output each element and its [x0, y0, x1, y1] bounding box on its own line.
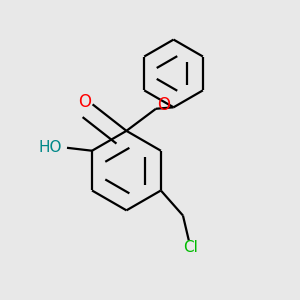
Text: Cl: Cl: [183, 240, 198, 255]
Text: O: O: [157, 96, 170, 114]
Text: HO: HO: [38, 140, 62, 155]
Text: O: O: [78, 93, 91, 111]
